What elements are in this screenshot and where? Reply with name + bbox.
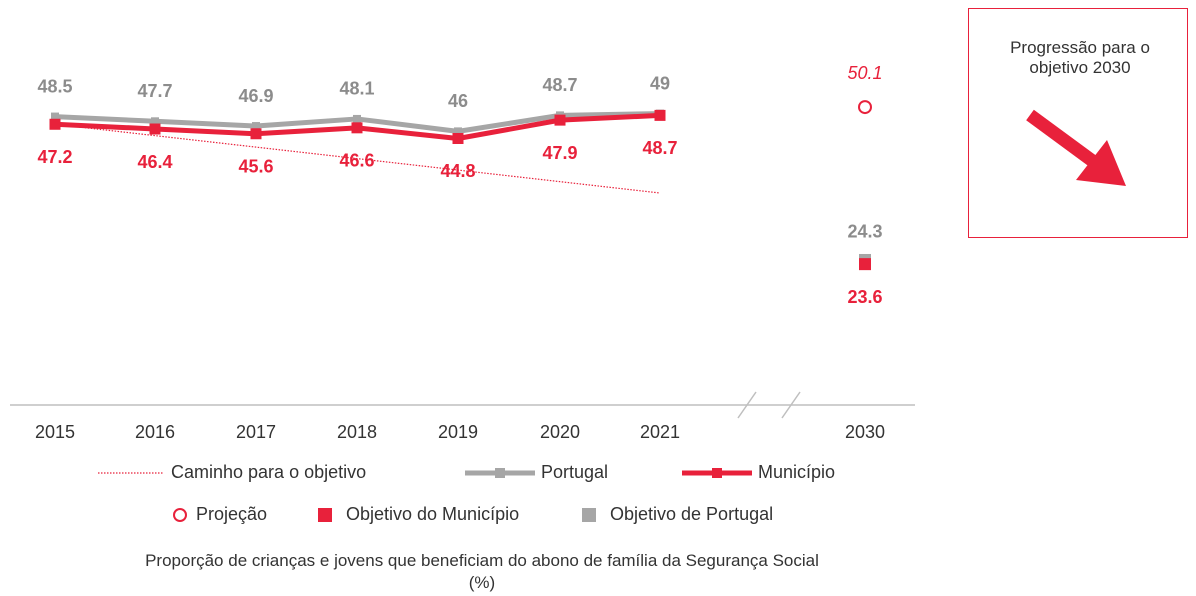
marker [49,118,61,130]
legend-label: Objetivo do Município [346,504,519,524]
target-path [54,123,661,194]
marker [351,122,363,134]
x-tick-label: 2017 [236,422,276,442]
data-label: 47.9 [542,143,577,163]
legend-swatch [495,468,505,478]
data-label: 46.4 [137,152,172,172]
data-label: 48.7 [642,138,677,158]
data-label: 46.9 [238,86,273,106]
legend-label: Objetivo de Portugal [610,504,773,524]
legend-label: Caminho para o objetivo [171,462,366,482]
x-tick-label: 2021 [640,422,680,442]
data-label: 44.8 [440,161,475,181]
data-label: 47.2 [37,147,72,167]
data-label: 46.6 [339,151,374,171]
arrow [1026,109,1102,171]
axis-break [781,391,801,419]
legend-swatch [582,508,596,522]
box-title: Progressão para o objetivo 2030 [1010,38,1150,77]
data-label: 47.7 [137,81,172,101]
x-tick-label: 2020 [540,422,580,442]
target-label: 24.3 [847,222,882,242]
legend-swatch [712,468,722,478]
target-marker [859,258,871,271]
caption: Proporção de crianças e jovens que benef… [145,551,819,592]
marker [554,114,566,126]
x-tick-label: 2015 [35,422,75,442]
marker [353,114,361,123]
marker [252,122,260,131]
data-label: 48.1 [339,79,374,99]
x-tick-label: 2019 [438,422,478,442]
marker [452,132,464,144]
target-label: 23.6 [847,287,882,307]
data-label: 48.7 [542,75,577,95]
projection-marker [858,100,872,115]
axis-break [737,391,757,419]
legend-label: Projeção [196,504,267,524]
marker [454,127,462,136]
marker [151,117,159,126]
data-label: 46 [448,91,468,111]
progress-box [968,8,1188,238]
x-tick-label: 2018 [337,422,377,442]
projection-label: 50.1 [847,63,882,83]
data-label: 48.5 [37,76,72,96]
marker [654,109,666,121]
legend-swatch [173,508,187,522]
legend-label: Portugal [541,462,608,482]
data-label: 45.6 [238,157,273,177]
legend-swatch [318,508,332,522]
data-label: 49 [650,73,670,93]
marker [149,123,161,135]
x-tick-label: 2016 [135,422,175,442]
marker [250,128,262,140]
marker [51,112,59,121]
x-tick-label: 2030 [845,422,885,442]
legend-label: Município [758,462,835,482]
arrow-head [1076,140,1126,186]
